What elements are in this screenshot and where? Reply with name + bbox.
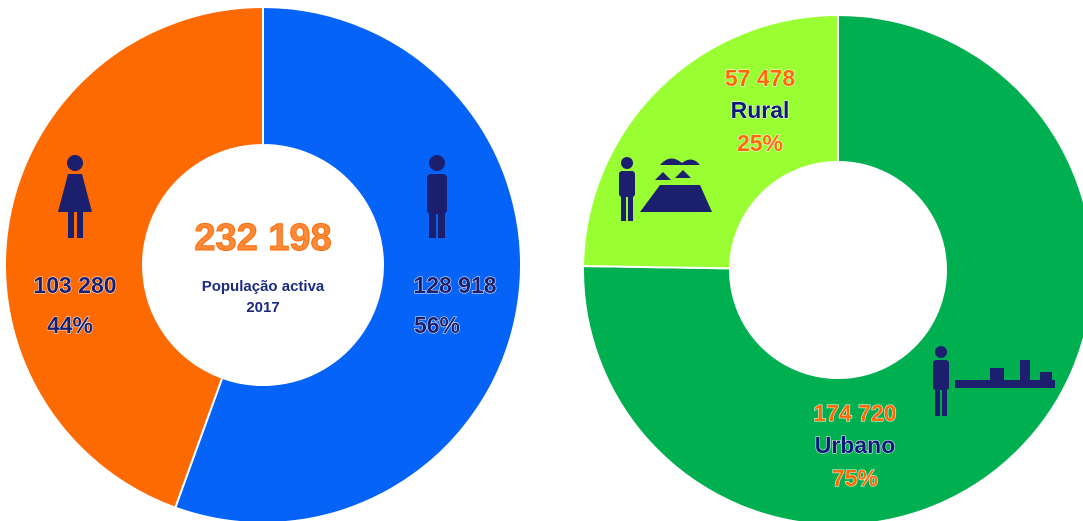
icons [58, 155, 1055, 416]
slice-label: 75% [832, 465, 878, 491]
slice [4, 5, 264, 509]
slice-label: 57 478 [725, 65, 796, 91]
slice-label: Rural [731, 97, 790, 123]
slice-label: Urbano [815, 432, 896, 458]
female-icon [58, 155, 92, 238]
center-text: 2017 [246, 299, 279, 316]
slice-label: 128 918 [413, 272, 496, 298]
center-text: População activa [202, 278, 325, 295]
total-label: 232 198 [194, 217, 331, 259]
slice [174, 5, 522, 521]
slice [582, 13, 1083, 521]
slice-label: 44% [47, 312, 93, 338]
slice-label: 174 720 [813, 400, 896, 426]
slice-label: 56% [414, 312, 460, 338]
slice [582, 13, 839, 270]
male-icon [427, 155, 447, 238]
rural-icon [619, 157, 712, 221]
urban-icon [933, 346, 1055, 416]
slice-label: 103 280 [33, 272, 116, 298]
slice-label: 25% [737, 130, 783, 156]
